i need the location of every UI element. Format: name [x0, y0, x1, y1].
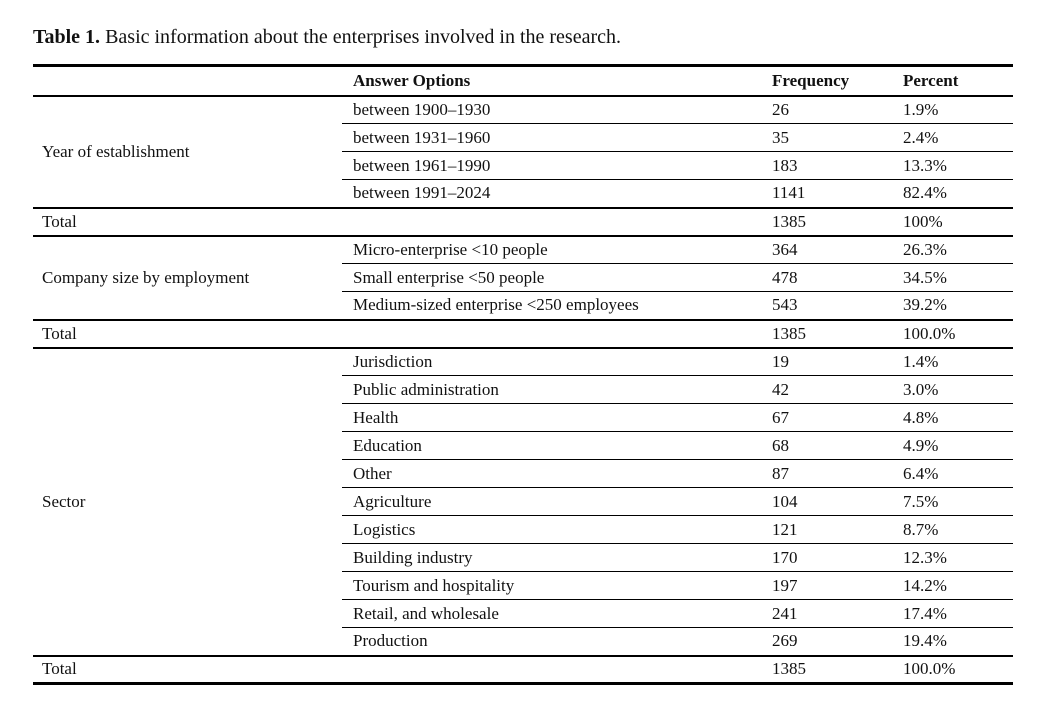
table-row: Sector Jurisdiction 19 1.4% [33, 347, 1013, 511]
total-row: Total 1385 100.0% [33, 654, 1013, 685]
option-cell: between 1900–1930 [342, 95, 762, 124]
option-cell: between 1931–1960 [342, 123, 762, 152]
total-percent-cell: 100.0% [898, 318, 1013, 349]
header-row: Answer Options Frequency Percent [33, 64, 1013, 97]
frequency-cell: 1141 [772, 183, 806, 203]
percent-cell: 12.3% [898, 543, 1013, 572]
table-row: Agriculture 104 7.5% [33, 487, 1013, 516]
caption-text: Basic information about the enterprises … [105, 26, 622, 48]
frequency-cell: 241 [762, 599, 898, 628]
percent-cell: 17.4% [898, 599, 1013, 628]
percent-cell: 13.3% [898, 151, 1013, 180]
frequency-cell: 26 [762, 95, 898, 124]
frequency-cell: 104 [762, 487, 898, 516]
frequency-cell: 67 [762, 403, 898, 432]
frequency-cell: 543 [772, 295, 798, 315]
option-cell: Production [353, 631, 428, 651]
percent-cell: 82.4% [903, 183, 947, 203]
percent-cell: 2.4% [898, 123, 1013, 152]
percent-cell: 7.5% [898, 487, 1013, 516]
frequency-cell: 197 [762, 571, 898, 600]
table-row: Medium-sized enterprise <250 employees 5… [33, 292, 1013, 320]
percent-cell: 39.2% [903, 295, 947, 315]
page: Table 1. Basic information about the ent… [0, 25, 1047, 724]
option-cell: Logistics [342, 515, 762, 544]
option-cell: Retail, and wholesale [342, 599, 762, 628]
total-row: Total 1385 100.0% [33, 318, 1013, 349]
frequency-cell: 170 [762, 543, 898, 572]
table-row: Production 269 19.4% [33, 628, 1013, 656]
option-cell: Jurisdiction [342, 347, 762, 376]
option-cell: Building industry [342, 543, 762, 572]
caption-label: Table 1. [33, 26, 101, 48]
table-row: Logistics 121 8.7% [33, 515, 1013, 544]
col-header-percent: Percent [898, 64, 1013, 97]
option-cell: Other [342, 459, 762, 488]
total-frequency-cell: 1385 [762, 318, 898, 349]
table-row: between 1961–1990 183 13.3% [33, 151, 1013, 180]
total-row: Total 1385 100% [33, 206, 1013, 237]
frequency-cell: 478 [762, 263, 898, 292]
percent-cell: 3.0% [898, 375, 1013, 404]
frequency-cell: 87 [762, 459, 898, 488]
frequency-cell: 68 [762, 431, 898, 460]
option-cell: between 1991–2024 [353, 183, 491, 203]
option-cell: Education [342, 431, 762, 460]
frequency-cell: 35 [762, 123, 898, 152]
option-cell: Tourism and hospitality [342, 571, 762, 600]
category-cell: Year of establishment [42, 141, 190, 161]
category-cell: Company size by employment [42, 267, 250, 287]
total-frequency-cell: 1385 [762, 654, 898, 685]
percent-cell: 1.4% [898, 347, 1013, 376]
table-row: Public administration 42 3.0% [33, 375, 1013, 404]
option-cell: Public administration [342, 375, 762, 404]
total-label-cell: Total [33, 654, 762, 685]
frequency-cell: 42 [762, 375, 898, 404]
percent-cell: 14.2% [898, 571, 1013, 600]
table-row: Small enterprise <50 people 478 34.5% [33, 263, 1013, 292]
table-row: Retail, and wholesale 241 17.4% [33, 599, 1013, 628]
enterprises-table: Answer Options Frequency Percent Year of… [33, 64, 1013, 685]
frequency-cell: 121 [762, 515, 898, 544]
option-cell: Agriculture [342, 487, 762, 516]
table-row: Company size by employment Micro-enterpr… [33, 235, 1013, 287]
table-row: Tourism and hospitality 197 14.2% [33, 571, 1013, 600]
col-header-frequency: Frequency [762, 64, 898, 97]
col-header-answer-options: Answer Options [342, 64, 762, 97]
option-cell: Micro-enterprise <10 people [342, 235, 762, 264]
option-cell: Small enterprise <50 people [342, 263, 762, 292]
frequency-cell: 269 [772, 631, 798, 651]
total-percent-cell: 100.0% [898, 654, 1013, 685]
total-percent-cell: 100% [898, 206, 1013, 237]
option-cell: Health [342, 403, 762, 432]
table-row: Other 87 6.4% [33, 459, 1013, 488]
category-cell: Sector [42, 491, 86, 511]
percent-cell: 34.5% [898, 263, 1013, 292]
table-row: Year of establishment between 1900–1930 … [33, 95, 1013, 161]
percent-cell: 19.4% [903, 631, 947, 651]
table-row: between 1931–1960 35 2.4% [33, 123, 1013, 152]
percent-cell: 8.7% [898, 515, 1013, 544]
percent-cell: 4.9% [898, 431, 1013, 460]
table-row: between 1991–2024 1141 82.4% [33, 180, 1013, 208]
frequency-cell: 19 [762, 347, 898, 376]
option-cell: Medium-sized enterprise <250 employees [353, 295, 639, 315]
percent-cell: 1.9% [898, 95, 1013, 124]
table-row: Health 67 4.8% [33, 403, 1013, 432]
frequency-cell: 183 [762, 151, 898, 180]
total-label-cell: Total [33, 206, 762, 237]
table-row: Building industry 170 12.3% [33, 543, 1013, 572]
frequency-cell: 364 [762, 235, 898, 264]
total-label-cell: Total [33, 318, 762, 349]
percent-cell: 6.4% [898, 459, 1013, 488]
percent-cell: 26.3% [898, 235, 1013, 264]
col-header-category [33, 64, 342, 97]
table-caption: Table 1. Basic information about the ent… [33, 25, 1047, 49]
table-row: Education 68 4.9% [33, 431, 1013, 460]
percent-cell: 4.8% [898, 403, 1013, 432]
option-cell: between 1961–1990 [342, 151, 762, 180]
total-frequency-cell: 1385 [762, 206, 898, 237]
